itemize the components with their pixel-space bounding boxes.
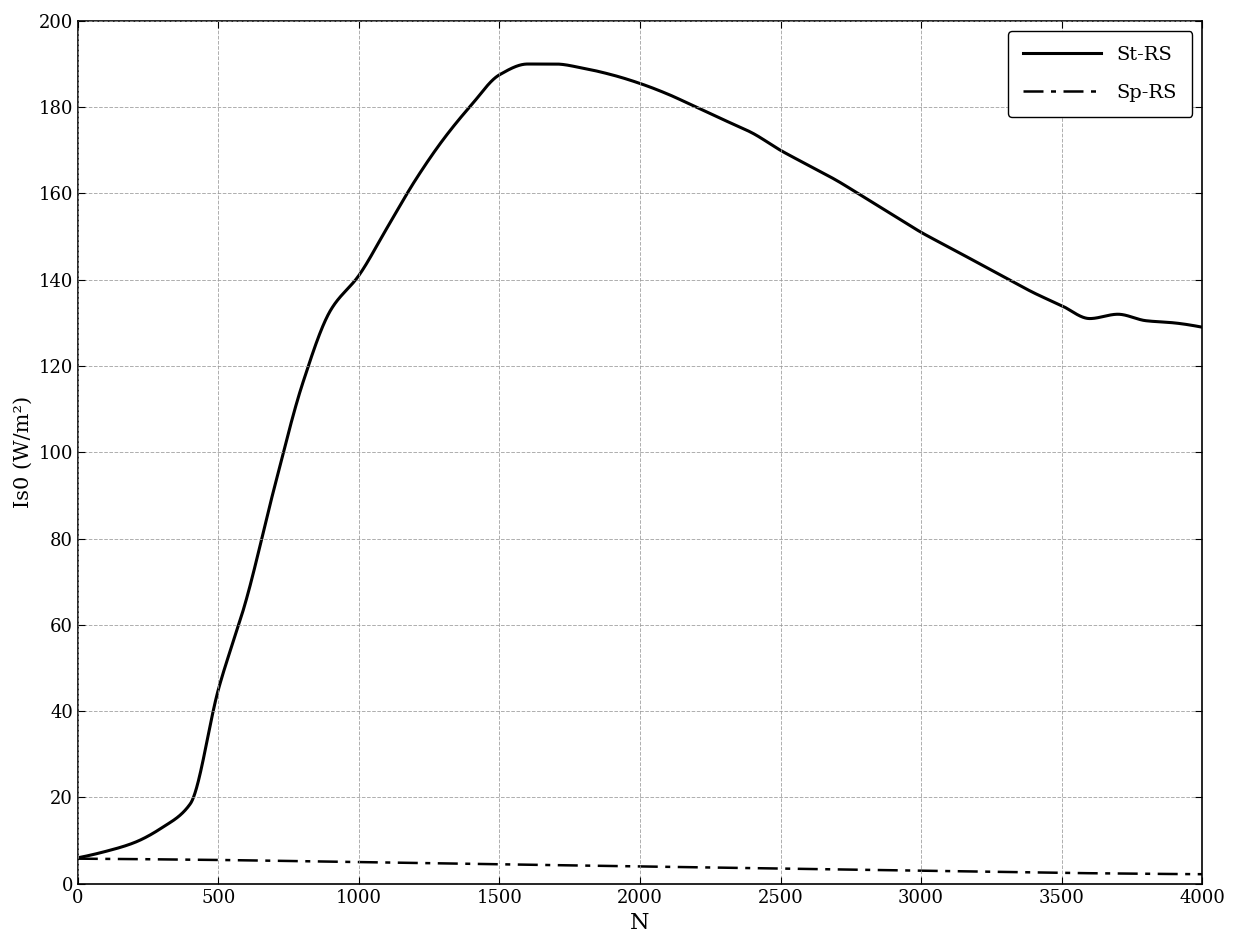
St-RS [1194,321,1209,333]
Sp-RS [745,863,760,874]
Sp-RS [995,866,1010,878]
St-RS [501,64,515,76]
St-RS [995,270,1010,282]
Line: Sp-RS: Sp-RS [78,859,1202,874]
Sp-RS [71,853,85,865]
Line: St-RS: St-RS [78,64,1202,858]
Sp-RS [909,865,924,876]
Sp-RS [275,855,290,866]
X-axis label: N: N [631,912,649,934]
St-RS [275,452,290,464]
Sp-RS [1194,868,1209,880]
St-RS [71,852,85,864]
Sp-RS [802,864,817,875]
St-RS [802,160,817,172]
Y-axis label: Is0 (W/m²): Is0 (W/m²) [14,396,33,508]
Sp-RS [501,859,515,870]
Legend: St-RS, Sp-RS: St-RS, Sp-RS [1007,30,1192,118]
St-RS [520,59,535,70]
St-RS [745,127,760,138]
St-RS [909,224,924,235]
